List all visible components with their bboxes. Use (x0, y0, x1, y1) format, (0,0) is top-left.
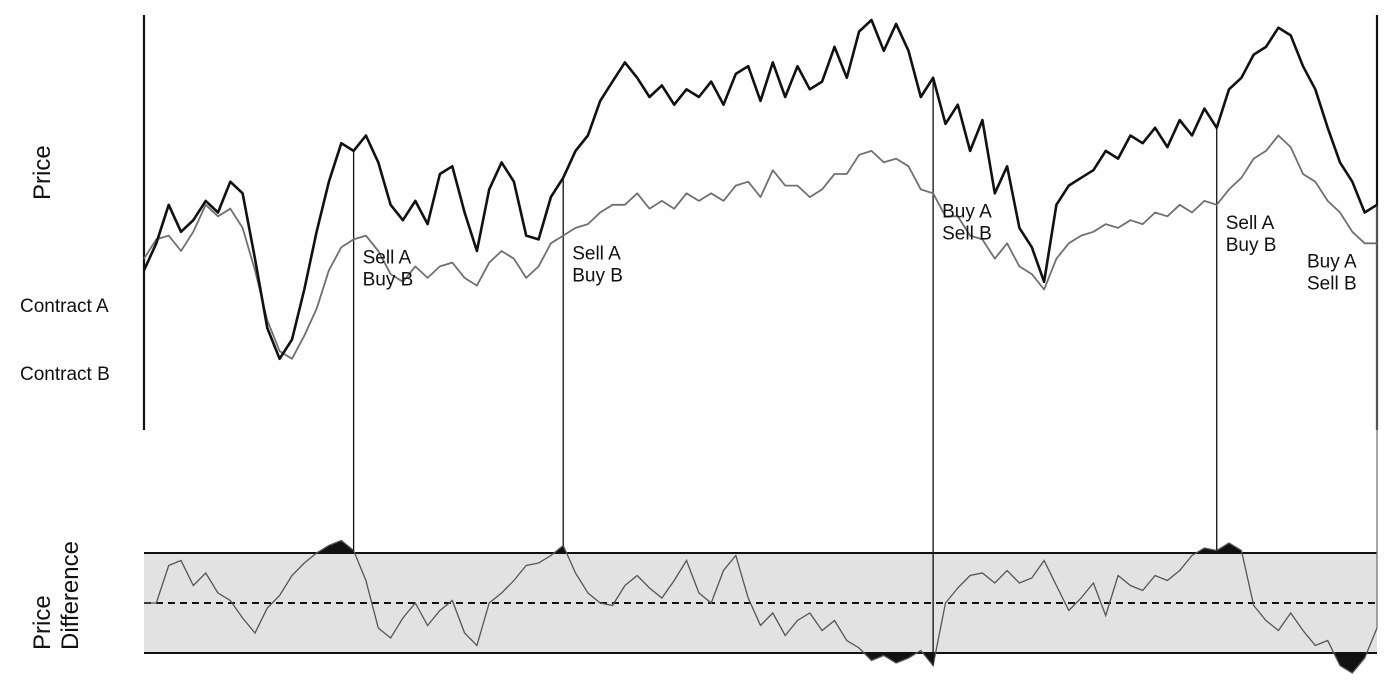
spread-excess-below-area (864, 653, 917, 663)
signal-label: Buy A (942, 201, 992, 222)
price-axis-label: Price (29, 145, 56, 200)
signal-label: Sell B (942, 223, 992, 244)
contract-b-label: Contract B (20, 364, 110, 385)
spread-excess-below (864, 653, 1367, 673)
signal-label: Buy B (363, 269, 414, 290)
signal-label: Buy B (1226, 235, 1277, 256)
spread-excess-above-area (1196, 543, 1242, 553)
signal-label: Sell B (1307, 273, 1357, 294)
contract-b-line (143, 134, 1377, 360)
spread-excess-below-area (1333, 653, 1367, 673)
spread-excess-above (316, 540, 1242, 553)
signal-label: Sell A (363, 247, 412, 268)
signal-label: Buy A (1307, 251, 1357, 272)
signal-label: Buy B (572, 266, 623, 287)
signal-label: Sell A (572, 244, 621, 265)
price-difference-axis-label-line2: Difference (57, 541, 84, 650)
contract-a-line (142, 18, 1378, 361)
signal-label: Sell A (1226, 213, 1275, 234)
price-difference-line (144, 539, 1378, 674)
contract-a-label: Contract A (20, 296, 109, 317)
signal-lines (352, 77, 1378, 666)
price-difference-axis-label-line1: Price (29, 595, 56, 650)
